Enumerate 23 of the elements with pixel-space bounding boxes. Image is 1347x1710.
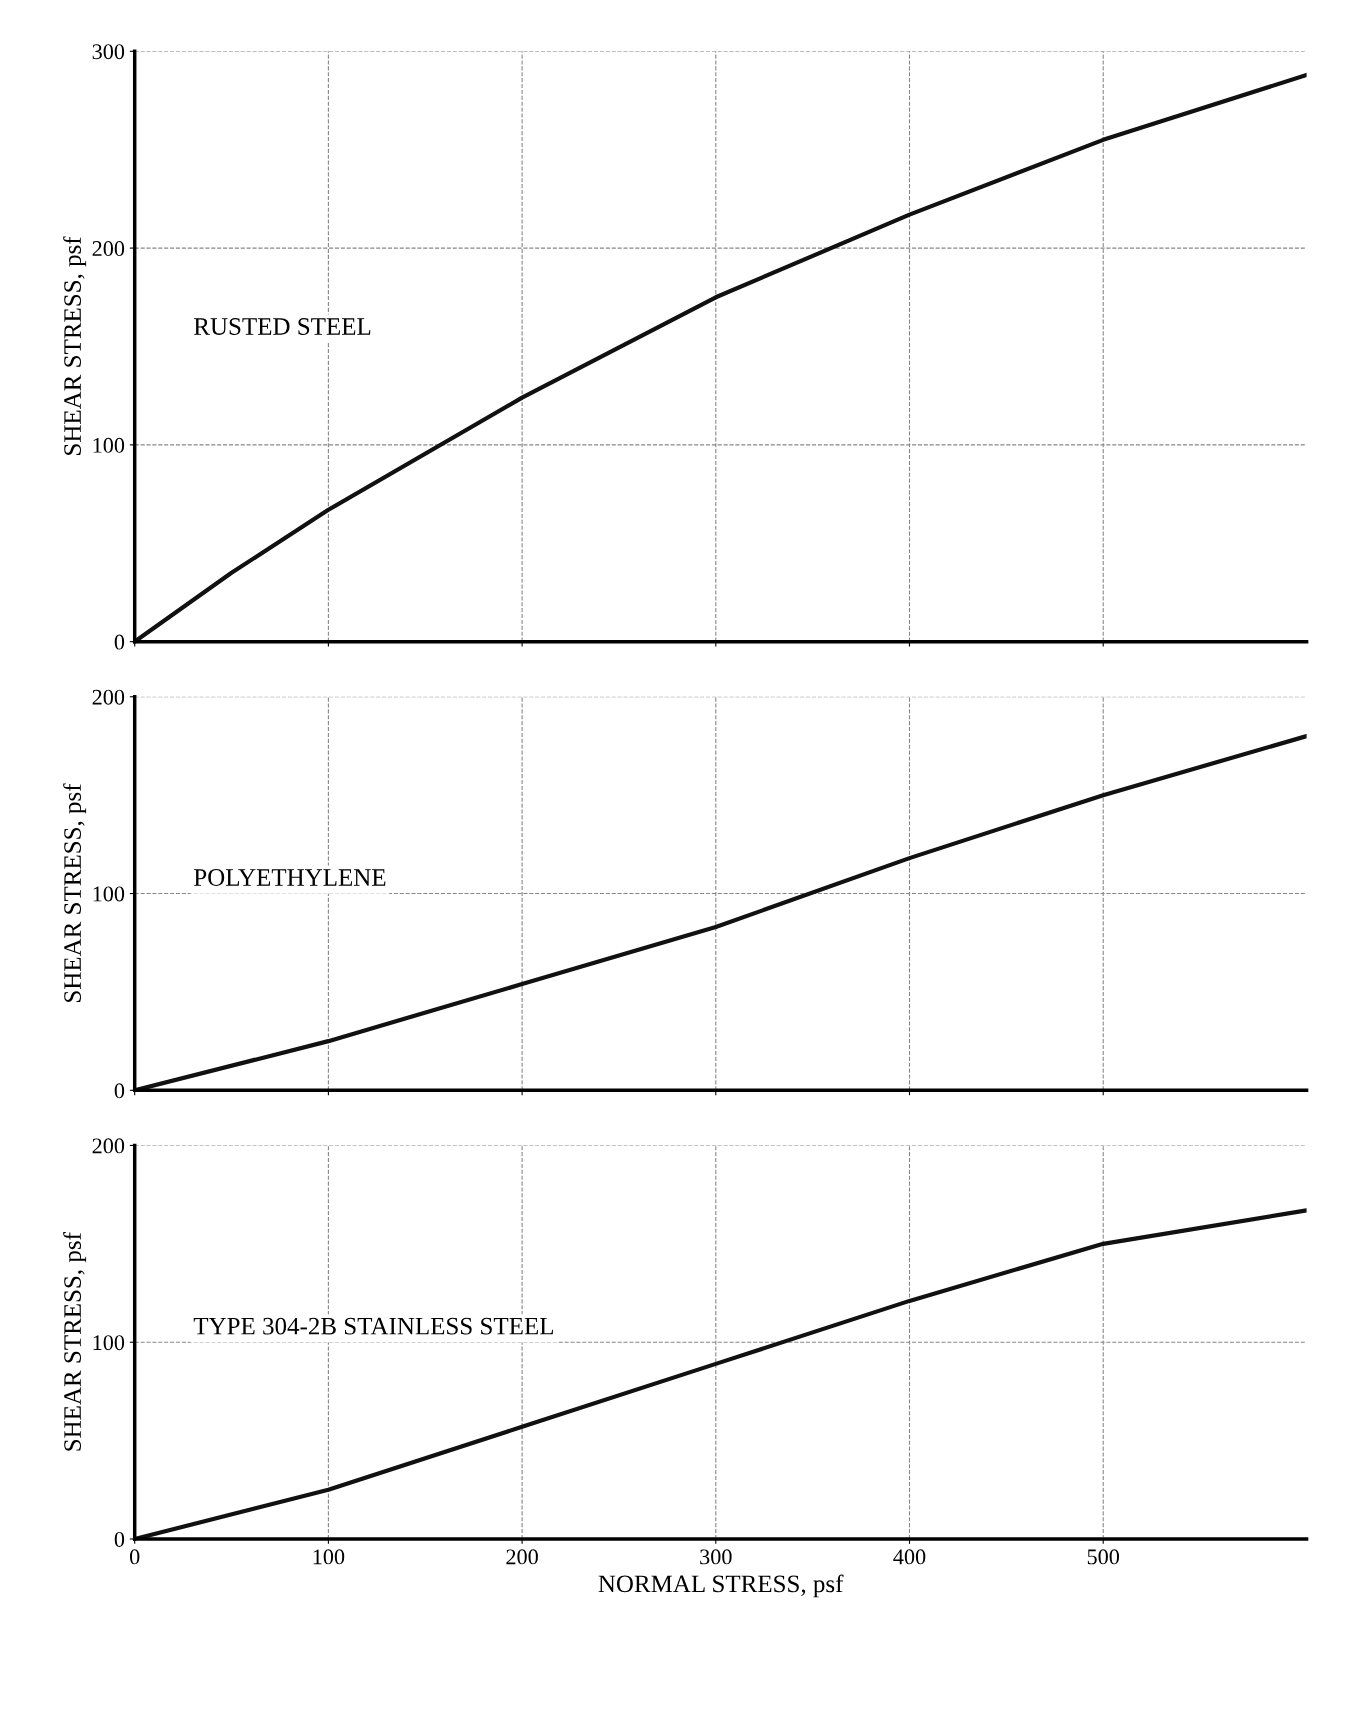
y-tick-label: 100 xyxy=(93,437,125,453)
y-tick-label: 200 xyxy=(92,689,125,705)
annotation: POLYETHYLENE xyxy=(194,869,386,886)
y-tick-label: 0 xyxy=(114,1531,125,1547)
x-tick-label: 300 xyxy=(700,1549,732,1565)
y-tick-label: 100 xyxy=(93,1335,125,1351)
x-tick-label: 100 xyxy=(313,1549,345,1565)
y-axis-title: SHEAR STRESS, psf xyxy=(63,783,87,1002)
y-tick-label: 100 xyxy=(93,886,125,902)
y-tick-label: 0 xyxy=(114,1083,125,1099)
annotation: RUSTED STEEL xyxy=(194,318,371,335)
x-axis-title: NORMAL STRESS, psf xyxy=(598,1574,844,1598)
y-tick-label: 300 xyxy=(92,44,125,60)
y-tick-label: 200 xyxy=(92,1138,125,1154)
y-tick-label: 200 xyxy=(92,241,125,257)
annotation: TYPE 304-2B STAINLESS STEEL xyxy=(193,1317,553,1335)
y-axis-title: SHEAR STRESS, psf xyxy=(63,1232,87,1451)
y-tick-label: 0 xyxy=(114,634,125,650)
y-axis-title: SHEAR STRESS, psf xyxy=(63,236,87,455)
x-tick-label: 500 xyxy=(1087,1549,1120,1565)
x-tick-label: 400 xyxy=(893,1549,926,1565)
x-tick-label: 0 xyxy=(129,1549,140,1565)
x-tick-label: 200 xyxy=(506,1549,538,1565)
